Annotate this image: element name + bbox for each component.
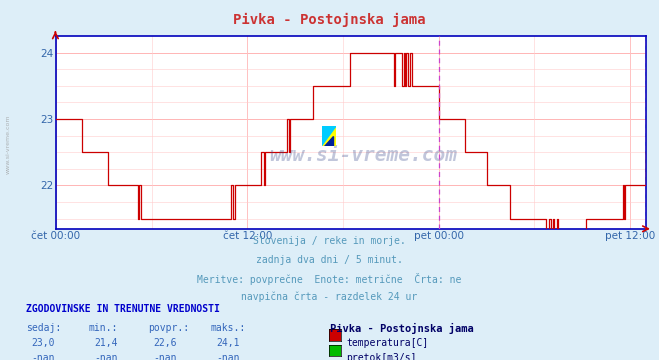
Text: Slovenija / reke in morje.: Slovenija / reke in morje. bbox=[253, 236, 406, 246]
Text: -nan: -nan bbox=[216, 353, 240, 360]
Text: Meritve: povprečne  Enote: metrične  Črta: ne: Meritve: povprečne Enote: metrične Črta:… bbox=[197, 273, 462, 285]
Polygon shape bbox=[322, 126, 336, 146]
Text: www.si-vreme.com: www.si-vreme.com bbox=[269, 146, 457, 165]
Text: ZGODOVINSKE IN TRENUTNE VREDNOSTI: ZGODOVINSKE IN TRENUTNE VREDNOSTI bbox=[26, 304, 220, 314]
Text: www.si-vreme.com: www.si-vreme.com bbox=[5, 114, 11, 174]
Text: pretok[m3/s]: pretok[m3/s] bbox=[346, 353, 416, 360]
Text: min.:: min.: bbox=[89, 323, 119, 333]
Text: -nan: -nan bbox=[154, 353, 177, 360]
Text: 21,4: 21,4 bbox=[94, 338, 118, 348]
Text: maks.:: maks.: bbox=[211, 323, 246, 333]
Text: sedaj:: sedaj: bbox=[26, 323, 61, 333]
Text: -nan: -nan bbox=[94, 353, 118, 360]
Polygon shape bbox=[322, 126, 336, 146]
Text: -nan: -nan bbox=[32, 353, 55, 360]
Text: navpična črta - razdelek 24 ur: navpična črta - razdelek 24 ur bbox=[241, 292, 418, 302]
Text: povpr.:: povpr.: bbox=[148, 323, 189, 333]
Polygon shape bbox=[324, 136, 333, 146]
Text: temperatura[C]: temperatura[C] bbox=[346, 338, 428, 348]
Text: 24,1: 24,1 bbox=[216, 338, 240, 348]
Text: 22,6: 22,6 bbox=[154, 338, 177, 348]
Text: Pivka - Postojnska jama: Pivka - Postojnska jama bbox=[233, 13, 426, 27]
Text: Pivka - Postojnska jama: Pivka - Postojnska jama bbox=[330, 323, 473, 334]
Text: 23,0: 23,0 bbox=[32, 338, 55, 348]
Text: zadnja dva dni / 5 minut.: zadnja dva dni / 5 minut. bbox=[256, 255, 403, 265]
